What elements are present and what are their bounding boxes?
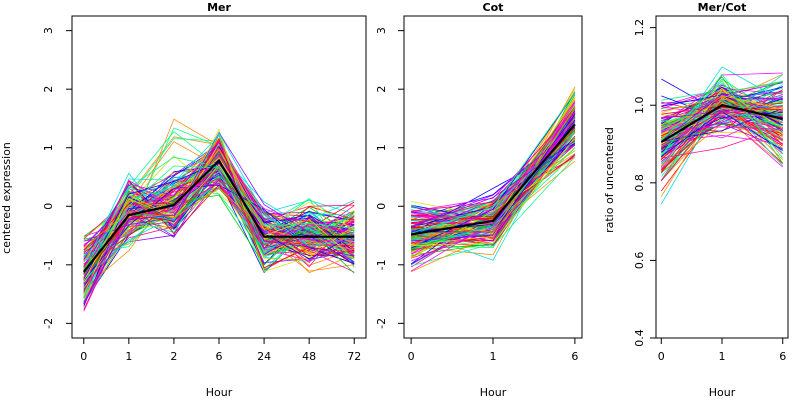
y-axis-label: ratio of uncentered (603, 127, 616, 233)
y-tick-label: 1 (42, 144, 55, 151)
x-tick-label: 0 (80, 350, 87, 363)
y-tick-label: -1 (375, 259, 388, 270)
series-line (410, 129, 576, 250)
series-line (661, 105, 783, 119)
series-line (411, 121, 576, 249)
series-line (410, 102, 576, 262)
series-line (83, 150, 355, 305)
series-group (660, 66, 784, 205)
series-line (411, 160, 576, 238)
panel-ratio: Mer/Cot 0 1 6 0.4 0.6 0.8 1.0 1.2 Hour ratio of un… (603, 1, 789, 399)
x-tick-label: 6 (216, 350, 223, 363)
x-tick-label: 48 (302, 350, 316, 363)
x-axis-label: Hour (206, 386, 233, 399)
x-tick-label: 1 (719, 350, 726, 363)
x-tick-label: 72 (347, 350, 361, 363)
y-tick-label: 0.8 (633, 174, 646, 192)
y-tick-label: 0.6 (633, 252, 646, 270)
x-tick-label: 1 (490, 350, 497, 363)
series-group (410, 86, 576, 273)
x-tick-label: 0 (658, 350, 665, 363)
y-tick-label: -2 (42, 318, 55, 329)
series-line (83, 128, 355, 295)
series-line (660, 96, 783, 197)
series-line (83, 165, 355, 279)
series-line (83, 182, 355, 291)
x-tick-label: 6 (571, 350, 578, 363)
chart-title: Mer (207, 1, 231, 14)
y-tick-label: 2 (42, 86, 55, 93)
series-line (83, 148, 355, 262)
series-line (411, 99, 576, 246)
x-axis-label: Hour (709, 386, 736, 399)
series-line (410, 157, 576, 259)
series-line (661, 100, 783, 160)
series-line (410, 92, 576, 249)
panel-cot: Cot 0 1 6 -2 -1 0 1 2 3 Hour (375, 1, 583, 399)
chart-title: Cot (483, 1, 504, 14)
series-group (83, 118, 355, 312)
x-tick-label: 24 (257, 350, 271, 363)
y-tick-label: 3 (375, 27, 388, 34)
series-line (83, 140, 355, 295)
series-line (661, 80, 784, 159)
x-tick-label: 1 (125, 350, 132, 363)
y-tick-label: 1 (375, 144, 388, 151)
series-line (660, 72, 783, 169)
x-tick-label: 6 (779, 350, 786, 363)
series-line (83, 181, 355, 280)
series-line (661, 106, 783, 137)
series-line (661, 134, 783, 145)
mean-line (410, 123, 576, 236)
plot-frame (71, 15, 367, 339)
series-line (411, 110, 576, 242)
chart-title: Mer/Cot (698, 1, 747, 14)
y-tick-label: 0.4 (633, 329, 646, 347)
series-line (410, 92, 576, 234)
y-tick-label: 0 (42, 203, 55, 210)
x-axis-label: Hour (480, 386, 507, 399)
x-tick-label: 2 (170, 350, 177, 363)
y-tick-label: 1.0 (633, 96, 646, 114)
series-line (411, 107, 576, 212)
series-line (83, 167, 355, 303)
series-line (661, 93, 783, 142)
y-tick-label: 3 (42, 27, 55, 34)
y-axis-label: centered expression (0, 142, 13, 254)
series-line (83, 187, 355, 249)
mean-line (660, 104, 783, 144)
y-tick-label: -1 (42, 259, 55, 270)
series-line (83, 171, 355, 268)
y-tick-label: 1.2 (633, 19, 646, 37)
series-line (83, 144, 355, 297)
x-tick-label: 0 (408, 350, 415, 363)
y-tick-label: -2 (375, 318, 388, 329)
y-tick-label: 0 (375, 203, 388, 210)
series-line (410, 120, 576, 272)
series-line (411, 136, 576, 247)
series-line (411, 107, 576, 233)
series-line (83, 151, 355, 293)
series-line (661, 95, 783, 114)
series-line (83, 164, 355, 281)
y-tick-label: 2 (375, 86, 388, 93)
series-line (410, 150, 576, 247)
plot-frame (655, 15, 789, 339)
mean-line (82, 158, 355, 273)
panel-mer: Mer 0 1 2 6 24 48 72 -2 -1 0 1 2 3 Hour centered expres… (0, 1, 367, 399)
series-line (661, 94, 783, 117)
series-line (83, 139, 355, 299)
series-line (83, 165, 355, 273)
